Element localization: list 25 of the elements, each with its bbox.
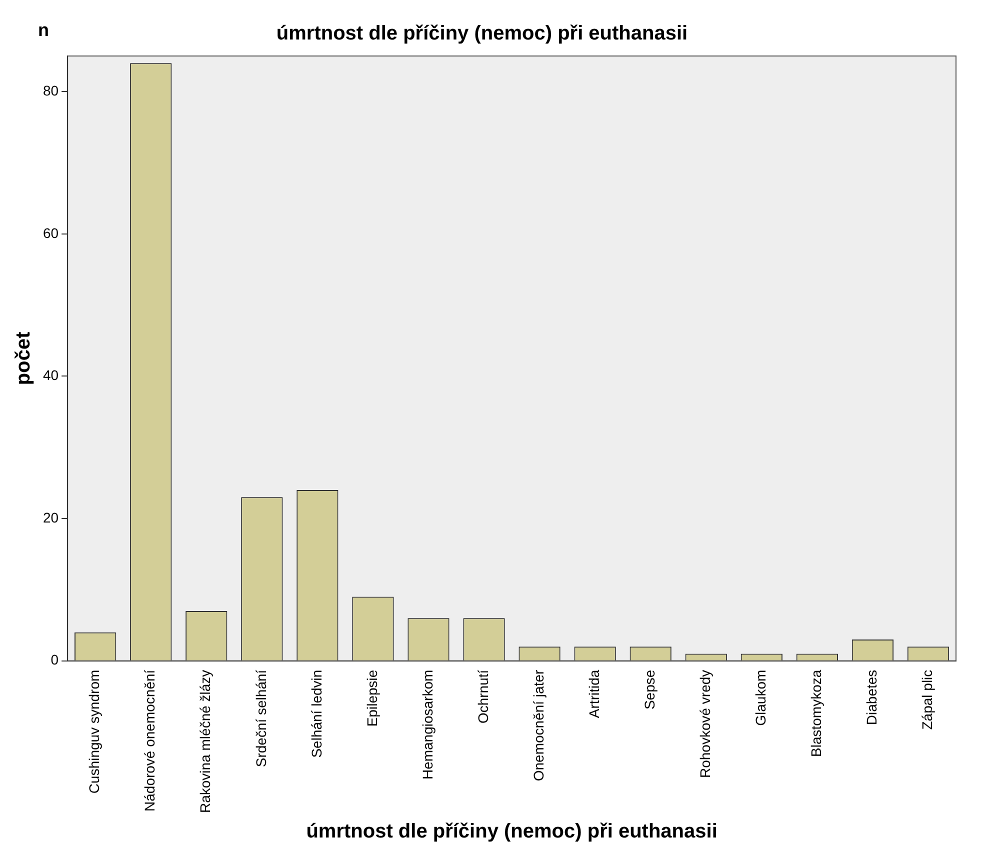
text: n <box>38 20 49 41</box>
x-tick-label: Diabetes <box>864 670 880 726</box>
y-tick-label: 60 <box>42 224 59 241</box>
x-tick-label: Nádorové onemocnění <box>142 670 158 812</box>
x-tick-label: Selhání ledvin <box>308 670 324 758</box>
x-tick-label: Srdeční selhání <box>252 670 269 768</box>
y-tick-label: 40 <box>42 367 59 384</box>
x-tick-label: Artritida <box>586 670 602 718</box>
x-tick-label: Onemocnění jater <box>530 670 546 782</box>
x-axis-title: úmrtnost dle příčiny (nemoc) při euthanasii <box>306 820 718 843</box>
x-tick-label: Cushinguv syndrom <box>86 670 102 794</box>
x-tick-label: Zápal plic <box>919 670 936 730</box>
x-tick-label: Rakovina mléčné žlázy <box>197 670 214 813</box>
y-tick-label: 80 <box>42 82 59 98</box>
x-tick-label: Sepse <box>641 670 658 710</box>
x-tick-label: Blastomykoza <box>808 670 824 757</box>
y-tick-label: 20 <box>42 509 59 526</box>
x-tick-label: Glaukom <box>752 670 769 726</box>
y-tick-label: 0 <box>50 652 59 668</box>
y-axis-title: počet <box>12 331 35 386</box>
x-tick-label: Ochrnutí <box>474 670 491 724</box>
x-tick-label: Epilepsie <box>364 670 380 727</box>
x-tick-label: Rohovkové vredy <box>696 670 713 778</box>
x-tick-label: Hemangiosarkom <box>419 670 436 780</box>
chart-title: úmrtnost dle příčiny (nemoc) při euthanasii <box>276 22 688 45</box>
